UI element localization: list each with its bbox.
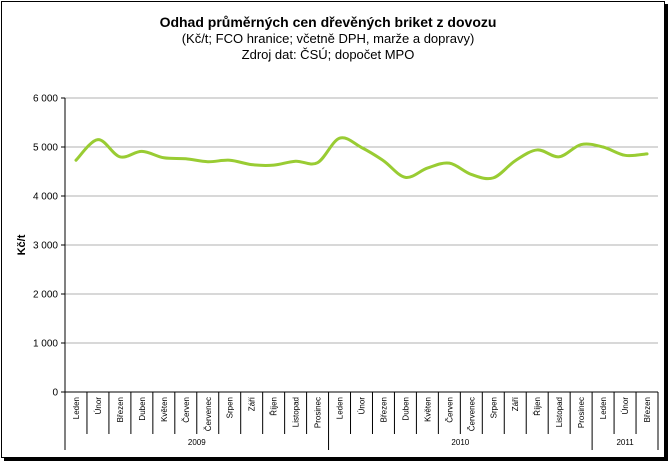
y-tick-label-3: 3 000 <box>33 241 58 252</box>
data-point-25 <box>624 154 626 156</box>
x-tick-label-9: Říjen <box>270 397 279 416</box>
data-point-11 <box>316 161 318 163</box>
chart-subtitle-1: (Kč/t; FCO hranice; včetně DPH, marže a … <box>181 31 475 46</box>
x-tick-label-1: Únor <box>94 397 103 415</box>
x-tick-label-14: Březen <box>379 397 388 422</box>
data-point-7 <box>229 159 231 161</box>
x-tick-label-19: Srpen <box>489 397 498 418</box>
y-tick-label-1: 1 000 <box>33 339 58 350</box>
year-label-2010: 2010 <box>451 438 469 447</box>
chart-subtitle-2: Zdroj dat: ČSÚ; dopočet MPO <box>241 47 415 62</box>
y-axis-title: Kč/t <box>16 234 28 255</box>
x-tick-label-26: Březen <box>643 397 652 422</box>
y-tick-label-4: 4 000 <box>33 192 58 203</box>
data-point-1 <box>97 138 99 140</box>
x-tick-label-20: Září <box>511 396 520 411</box>
x-tick-label-10: Listopad <box>292 397 301 427</box>
x-tick-label-7: Srpen <box>226 397 235 418</box>
data-point-3 <box>141 150 143 152</box>
x-tick-label-25: Únor <box>621 397 630 415</box>
chart-title: Odhad průměrných cen dřevěných briket z … <box>159 14 497 30</box>
data-point-0 <box>75 159 77 161</box>
data-point-22 <box>558 156 560 158</box>
data-point-2 <box>119 156 121 158</box>
x-tick-label-13: Únor <box>358 397 367 415</box>
data-point-23 <box>580 143 582 145</box>
chart-title-block: Odhad průměrných cen dřevěných briket z … <box>2 14 654 63</box>
data-point-13 <box>360 146 362 148</box>
x-tick-label-18: Červenec <box>467 397 476 431</box>
x-tick-label-11: Prosinec <box>314 397 323 428</box>
data-point-12 <box>338 137 340 139</box>
y-tick-label-2: 2 000 <box>33 290 58 301</box>
y-tick-label-0: 0 <box>52 388 58 399</box>
x-tick-label-12: Leden <box>336 397 345 419</box>
data-point-24 <box>602 146 604 148</box>
data-point-9 <box>272 164 274 166</box>
x-tick-label-3: Duben <box>138 397 147 421</box>
x-tick-label-15: Duben <box>401 397 410 421</box>
data-point-26 <box>646 153 648 155</box>
year-label-2009: 2009 <box>188 438 206 447</box>
x-tick-label-0: Leden <box>72 397 81 419</box>
chart-frame: Odhad průměrných cen dřevěných briket z … <box>1 1 665 458</box>
x-tick-label-24: Leden <box>599 397 608 419</box>
series-line-0 <box>74 136 649 181</box>
x-tick-label-6: Červenec <box>204 397 213 431</box>
data-point-15 <box>404 176 406 178</box>
line-chart: 0 1 000 2 000 3 000 4 000 5 000 6 000 Kč/t Leden… <box>16 94 659 450</box>
data-point-16 <box>426 167 428 169</box>
data-point-8 <box>250 163 252 165</box>
x-tick-label-23: Prosinec <box>577 397 586 428</box>
year-label-2011: 2011 <box>616 438 634 447</box>
x-tick-label-2: Březen <box>116 397 125 422</box>
data-point-21 <box>536 149 538 151</box>
x-tick-label-8: Září <box>248 396 257 411</box>
data-point-10 <box>294 160 296 162</box>
data-point-14 <box>382 160 384 162</box>
x-tick-label-17: Červen <box>445 397 454 423</box>
data-point-19 <box>492 177 494 179</box>
y-tick-label-5: 5 000 <box>33 143 58 154</box>
y-tick-label-6: 6 000 <box>33 94 58 105</box>
data-point-6 <box>207 161 209 163</box>
x-tick-label-21: Říjen <box>533 397 542 416</box>
data-point-5 <box>185 158 187 160</box>
data-point-17 <box>448 162 450 164</box>
x-tick-label-22: Listopad <box>555 397 564 427</box>
data-point-4 <box>163 157 165 159</box>
x-tick-label-4: Květen <box>160 397 169 422</box>
data-point-18 <box>470 173 472 175</box>
data-point-20 <box>514 160 516 162</box>
x-tick-label-16: Květen <box>423 397 432 422</box>
x-tick-label-5: Červen <box>182 397 191 423</box>
